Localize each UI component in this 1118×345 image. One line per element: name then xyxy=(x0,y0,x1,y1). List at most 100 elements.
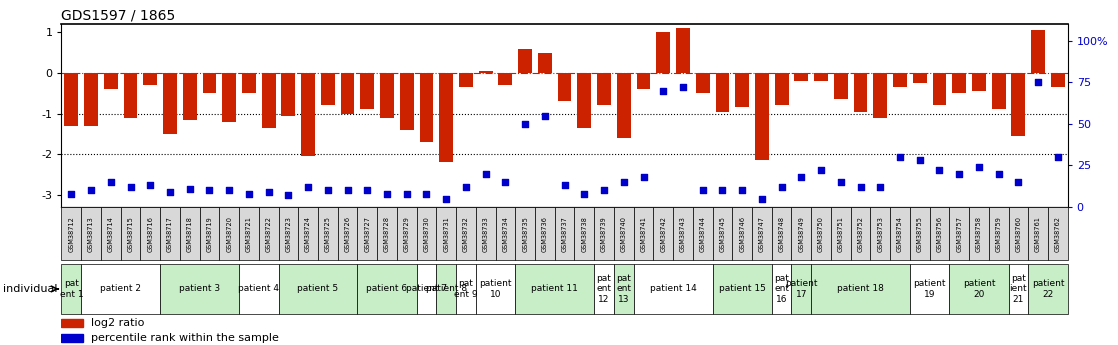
Bar xyxy=(456,264,476,314)
Text: patient
17: patient 17 xyxy=(785,279,817,299)
Bar xyxy=(873,73,888,118)
Point xyxy=(200,188,218,193)
Text: GSM38753: GSM38753 xyxy=(878,216,883,252)
Text: GSM38758: GSM38758 xyxy=(976,216,982,252)
Bar xyxy=(358,207,377,260)
Bar xyxy=(1051,73,1064,87)
Bar xyxy=(301,73,315,156)
Bar xyxy=(910,264,949,314)
Bar xyxy=(338,207,358,260)
Point xyxy=(378,191,396,196)
Text: pat
ent 9: pat ent 9 xyxy=(454,279,477,299)
Bar xyxy=(1029,207,1048,260)
Text: GSM38721: GSM38721 xyxy=(246,216,252,252)
Bar xyxy=(124,73,138,118)
Bar xyxy=(538,52,552,73)
Bar xyxy=(771,207,792,260)
Text: patient 4: patient 4 xyxy=(238,284,280,294)
Bar xyxy=(969,207,988,260)
Bar xyxy=(65,73,78,126)
Point xyxy=(1010,179,1027,185)
Text: GSM38746: GSM38746 xyxy=(739,216,746,252)
Text: GSM38719: GSM38719 xyxy=(207,216,212,252)
Bar xyxy=(400,73,414,130)
Bar xyxy=(241,73,256,93)
Bar xyxy=(929,207,949,260)
Bar xyxy=(222,73,236,122)
Bar xyxy=(515,264,594,314)
Point xyxy=(615,179,633,185)
Bar xyxy=(893,73,907,87)
Bar xyxy=(476,207,495,260)
Text: GSM38760: GSM38760 xyxy=(1015,216,1022,252)
Bar xyxy=(278,264,358,314)
Text: patient 11: patient 11 xyxy=(531,284,578,294)
Point xyxy=(280,193,297,198)
Bar xyxy=(419,73,434,142)
Point xyxy=(752,196,770,201)
Bar xyxy=(1029,264,1068,314)
Bar xyxy=(656,32,670,73)
Point xyxy=(102,179,120,185)
Bar xyxy=(1048,207,1068,260)
Point xyxy=(950,171,968,177)
Bar xyxy=(397,207,417,260)
Text: GSM38732: GSM38732 xyxy=(463,216,468,252)
Text: GDS1597 / 1865: GDS1597 / 1865 xyxy=(61,9,176,23)
Text: GSM38755: GSM38755 xyxy=(917,216,922,252)
Text: GSM38727: GSM38727 xyxy=(364,216,370,252)
Bar xyxy=(377,207,397,260)
Point xyxy=(122,184,140,190)
Text: patient
22: patient 22 xyxy=(1032,279,1064,299)
Bar xyxy=(558,73,571,101)
Point xyxy=(517,121,534,127)
Text: GSM38738: GSM38738 xyxy=(581,216,587,252)
Point xyxy=(259,189,277,195)
Bar xyxy=(61,319,83,327)
Bar xyxy=(479,71,493,73)
Bar xyxy=(202,73,217,93)
Point xyxy=(141,183,159,188)
Text: GSM38730: GSM38730 xyxy=(424,216,429,252)
Bar xyxy=(673,207,693,260)
Bar xyxy=(459,73,473,87)
Bar xyxy=(456,207,476,260)
Point xyxy=(713,188,731,193)
Point xyxy=(694,188,712,193)
Point xyxy=(82,188,100,193)
Bar xyxy=(712,207,732,260)
Text: GSM38748: GSM38748 xyxy=(778,216,785,252)
Bar xyxy=(871,207,890,260)
Bar xyxy=(143,73,158,85)
Text: GSM38713: GSM38713 xyxy=(88,216,94,252)
Point xyxy=(398,191,416,196)
Bar xyxy=(1008,207,1029,260)
Text: GSM38726: GSM38726 xyxy=(344,216,351,252)
Bar xyxy=(693,207,712,260)
Bar xyxy=(771,264,792,314)
Bar xyxy=(101,207,121,260)
Text: GSM38749: GSM38749 xyxy=(798,216,804,252)
Bar xyxy=(775,73,788,106)
Bar xyxy=(614,264,634,314)
Text: patient
20: patient 20 xyxy=(963,279,995,299)
Point xyxy=(595,188,613,193)
Bar xyxy=(912,73,927,83)
Point xyxy=(556,183,574,188)
Text: GSM38722: GSM38722 xyxy=(266,216,272,252)
Text: GSM38736: GSM38736 xyxy=(542,216,548,252)
Bar xyxy=(61,334,83,342)
Bar xyxy=(594,207,614,260)
Bar xyxy=(792,207,812,260)
Point xyxy=(1030,80,1048,85)
Point xyxy=(417,191,435,196)
Bar xyxy=(949,207,969,260)
Point xyxy=(319,188,337,193)
Bar xyxy=(614,207,634,260)
Text: GSM38716: GSM38716 xyxy=(148,216,153,252)
Bar xyxy=(200,207,219,260)
Text: GSM38762: GSM38762 xyxy=(1054,216,1061,252)
Point xyxy=(793,174,811,180)
Bar xyxy=(318,207,338,260)
Bar xyxy=(676,28,690,73)
